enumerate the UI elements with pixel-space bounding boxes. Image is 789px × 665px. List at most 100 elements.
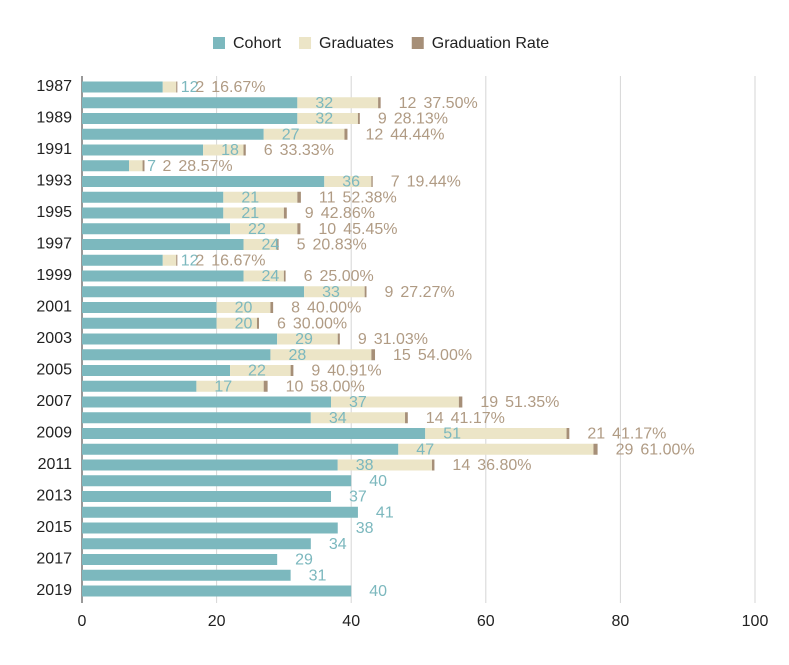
bar-segment: [230, 223, 298, 235]
value-label: 9: [384, 284, 393, 301]
value-label: 34: [329, 536, 347, 553]
bar-segment: [82, 428, 426, 439]
value-label: 11: [319, 189, 336, 206]
bar-segment: [270, 302, 274, 313]
bar-segment: [243, 270, 284, 282]
bar-segment: [371, 349, 376, 361]
value-label: 31: [309, 567, 327, 584]
value-label: 15: [393, 347, 411, 364]
y-tick-label: 1997: [36, 236, 72, 253]
value-label: 25.00%: [319, 268, 373, 285]
value-label: 28: [288, 347, 306, 364]
y-tick-label: 2015: [36, 519, 72, 536]
bar-segment: [371, 176, 373, 187]
bar-segment: [82, 538, 311, 550]
value-label: 40: [369, 473, 387, 490]
bar-segment: [297, 191, 301, 203]
bar-segment: [82, 522, 338, 534]
legend-swatch: [213, 37, 225, 49]
value-label: 34: [329, 410, 347, 427]
bar-segment: [82, 160, 130, 172]
value-label: 54.00%: [418, 347, 472, 364]
value-label: 5: [297, 237, 306, 254]
value-label: 27.27%: [400, 284, 454, 301]
value-label: 22: [248, 221, 266, 238]
value-label: 6: [277, 315, 286, 332]
value-label: 19: [480, 394, 498, 411]
bar-segment: [82, 128, 264, 140]
bar-segment: [223, 191, 298, 203]
value-label: 12: [181, 79, 199, 96]
bar-segment: [337, 333, 340, 345]
value-label: 18: [221, 142, 239, 159]
x-tick-label: 80: [612, 613, 630, 630]
value-label: 45.45%: [343, 221, 397, 238]
value-label: 2: [195, 252, 204, 269]
value-label: 12: [181, 252, 199, 269]
bar-segment: [331, 396, 459, 408]
bar-segment: [364, 286, 367, 298]
legend-label: Graduation Rate: [432, 35, 550, 52]
bar-segment: [82, 254, 163, 266]
value-label: 8: [291, 300, 300, 317]
x-tick-label: 20: [208, 613, 226, 630]
bar-segment: [82, 349, 271, 361]
y-tick-label: 2019: [36, 582, 72, 599]
value-label: 37: [349, 489, 367, 506]
bar-segment: [230, 365, 291, 376]
y-tick-label: 1991: [36, 141, 72, 158]
bar-segment: [290, 365, 294, 376]
bar-segment: [82, 176, 325, 187]
value-label: 30.00%: [293, 315, 347, 332]
bar-segment: [82, 585, 352, 597]
value-label: 40: [369, 583, 387, 600]
bar-segment: [566, 428, 570, 439]
bar-segment: [82, 380, 197, 392]
x-tick-label: 40: [342, 613, 360, 630]
value-label: 14: [426, 410, 444, 427]
bar-segment: [82, 475, 352, 487]
bar-segment: [593, 443, 598, 455]
bar-segment: [82, 443, 399, 455]
bar-segment: [82, 396, 332, 408]
bar-segment: [283, 207, 287, 219]
bar-segment: [277, 333, 338, 345]
bar-segment: [82, 317, 217, 329]
value-label: 33.33%: [280, 142, 334, 159]
y-tick-label: 1993: [36, 173, 72, 190]
bar-segment: [82, 412, 311, 424]
bar-segment: [82, 333, 278, 345]
bar-segment: [82, 506, 358, 518]
bar-segment: [398, 443, 594, 455]
bar-segment: [82, 554, 278, 565]
bar-segment: [82, 144, 204, 156]
y-tick-label: 1999: [36, 267, 72, 284]
value-label: 21: [587, 426, 605, 443]
value-label: 20.83%: [312, 237, 366, 254]
legend-label: Cohort: [233, 35, 282, 52]
value-label: 42.86%: [321, 205, 375, 222]
value-label: 9: [305, 205, 314, 222]
value-label: 12: [365, 126, 383, 143]
y-tick-label: 2001: [36, 299, 72, 316]
x-tick-label: 100: [742, 613, 769, 630]
bar-segment: [82, 365, 231, 376]
bar-segment: [82, 491, 332, 502]
value-label: 22: [248, 363, 266, 380]
value-label: 28.13%: [394, 111, 448, 128]
bar-segment: [176, 254, 178, 266]
value-label: 6: [304, 268, 313, 285]
value-label: 61.00%: [640, 441, 694, 458]
value-label: 40.91%: [327, 363, 381, 380]
value-label: 24: [262, 268, 280, 285]
bar-segment: [405, 412, 408, 424]
y-tick-label: 1995: [36, 204, 72, 221]
value-label: 38: [356, 520, 374, 537]
bar-segment: [277, 239, 279, 250]
value-label: 9: [358, 331, 367, 348]
value-label: 58.00%: [310, 378, 364, 395]
bar-segment: [82, 97, 298, 109]
value-label: 52.38%: [342, 189, 396, 206]
legend-swatch: [299, 37, 312, 49]
value-label: 29: [295, 552, 313, 569]
